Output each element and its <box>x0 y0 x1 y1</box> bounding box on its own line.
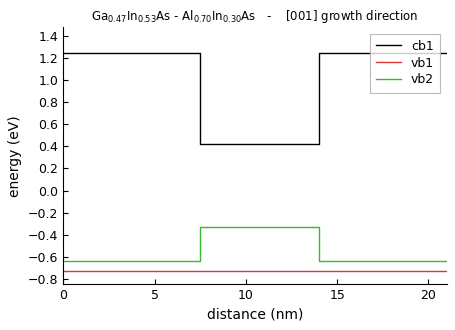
vb1 <box>61 269 66 273</box>
Y-axis label: energy (eV): energy (eV) <box>8 115 22 197</box>
cb1 <box>197 142 203 146</box>
vb2 <box>197 259 203 263</box>
vb1 <box>197 269 203 273</box>
vb1 <box>197 269 203 273</box>
cb1 <box>197 51 203 55</box>
cb1 <box>61 51 66 55</box>
cb1 <box>316 142 322 146</box>
cb1 <box>444 51 450 55</box>
vb2 <box>444 259 450 263</box>
vb1 <box>316 269 322 273</box>
X-axis label: distance (nm): distance (nm) <box>207 308 303 322</box>
vb2 <box>316 259 322 263</box>
vb1 <box>316 269 322 273</box>
Legend: cb1, vb1, vb2: cb1, vb1, vb2 <box>370 34 440 92</box>
vb2 <box>316 225 322 229</box>
Title: Ga$_{0.47}$In$_{0.53}$As - Al$_{0.70}$In$_{0.30}$As   -    [001] growth directio: Ga$_{0.47}$In$_{0.53}$As - Al$_{0.70}$In… <box>91 8 419 25</box>
Line: cb1: cb1 <box>63 53 447 144</box>
Line: vb2: vb2 <box>63 227 447 261</box>
vb2 <box>61 259 66 263</box>
vb2 <box>197 225 203 229</box>
cb1 <box>316 51 322 55</box>
vb1 <box>444 269 450 273</box>
